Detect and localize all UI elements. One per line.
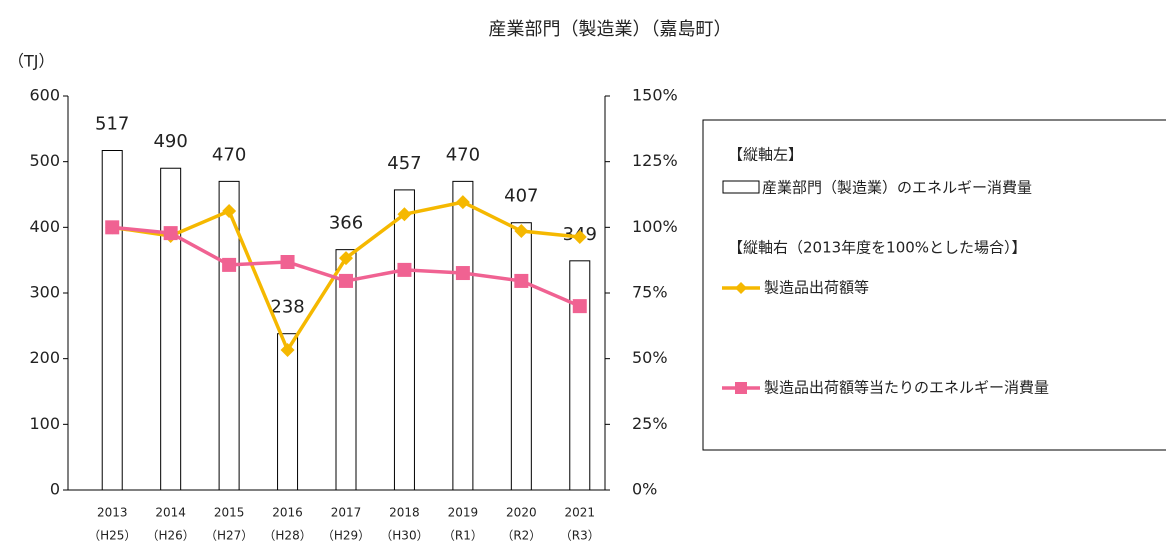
bar (452, 180, 474, 491)
line-marker (280, 342, 295, 357)
data-label: 238 (270, 297, 304, 318)
x-tick-label: 2018 (389, 506, 420, 520)
x-tick-label: （H29） (322, 529, 370, 543)
y-axis-label: （TJ） (8, 52, 55, 71)
data-label: 490 (153, 131, 187, 152)
legend-label: 製造品出荷額等当たりのエネルギー消費量 (764, 379, 1049, 397)
line-marker (572, 299, 587, 314)
x-tick-label: （R3） (560, 529, 600, 543)
x-tick-label: （R1） (443, 529, 483, 543)
y2-tick-label: 50% (632, 348, 668, 367)
x-tick-label: 2016 (272, 506, 303, 520)
data-label: 407 (504, 186, 538, 207)
y-tick-label: 0 (50, 480, 60, 499)
x-tick-label: （H25） (88, 529, 136, 543)
x-tick-label: 2021 (565, 506, 596, 520)
bar (160, 167, 182, 491)
legend-heading: 【縦軸右（2013年度を100%とした場合）】 (728, 239, 1027, 257)
line-marker (339, 251, 353, 266)
y2-tick-label: 75% (632, 283, 668, 302)
x-tick-label: （H28） (263, 529, 311, 543)
y2-tick-label: 25% (632, 414, 668, 433)
y-tick-label: 100 (29, 414, 60, 433)
line-marker (163, 226, 178, 241)
line-marker (455, 266, 470, 281)
bar (393, 189, 415, 491)
x-tick-label: 2017 (331, 506, 362, 520)
bar (101, 150, 123, 491)
line-marker (455, 195, 470, 210)
y-tick-label: 600 (29, 86, 60, 105)
bar (277, 333, 299, 491)
y2-tick-label: 125% (632, 151, 678, 170)
data-label: 470 (212, 144, 246, 165)
chart-title: 産業部門（製造業）（嘉島町） (489, 19, 732, 40)
y-tick-label: 200 (29, 348, 60, 367)
line-marker (222, 204, 237, 219)
line-marker (397, 207, 412, 222)
line-marker (397, 262, 412, 277)
bar (510, 222, 532, 491)
line-marker (280, 255, 295, 270)
x-tick-label: 2019 (448, 506, 479, 520)
x-tick-label: （H26） (147, 529, 195, 543)
x-tick-label: 2013 (97, 506, 128, 520)
line-marker (339, 273, 353, 288)
data-label: 470 (446, 144, 480, 165)
y2-tick-label: 0% (632, 480, 657, 499)
y2-tick-label: 100% (632, 217, 678, 236)
legend-marker (735, 382, 747, 394)
legend-heading: 【縦軸左】 (728, 146, 803, 164)
legend-marker (735, 282, 747, 294)
x-tick-label: 2020 (506, 506, 537, 520)
x-tick-label: （H30） (380, 529, 428, 543)
y2-tick-label: 150% (632, 86, 678, 105)
data-label: 366 (329, 213, 363, 234)
data-label: 517 (95, 114, 129, 135)
y-tick-label: 500 (29, 151, 60, 170)
data-label: 457 (387, 153, 421, 174)
legend-label: 産業部門（製造業）のエネルギー消費量 (762, 179, 1032, 197)
line-marker (514, 273, 529, 288)
bar (335, 249, 357, 491)
x-tick-label: （R2） (501, 529, 541, 543)
legend-box (702, 119, 1166, 451)
y-tick-label: 400 (29, 217, 60, 236)
line-marker (105, 220, 120, 235)
line-marker (514, 224, 529, 239)
legend-swatch (722, 180, 760, 194)
line-marker (572, 230, 587, 245)
bar (569, 260, 591, 491)
y-tick-label: 300 (29, 283, 60, 302)
x-tick-label: （H27） (205, 529, 253, 543)
x-tick-label: 2015 (214, 506, 245, 520)
x-tick-label: 2014 (155, 506, 186, 520)
line-marker (222, 257, 237, 272)
legend-label: 製造品出荷額等 (764, 279, 869, 297)
